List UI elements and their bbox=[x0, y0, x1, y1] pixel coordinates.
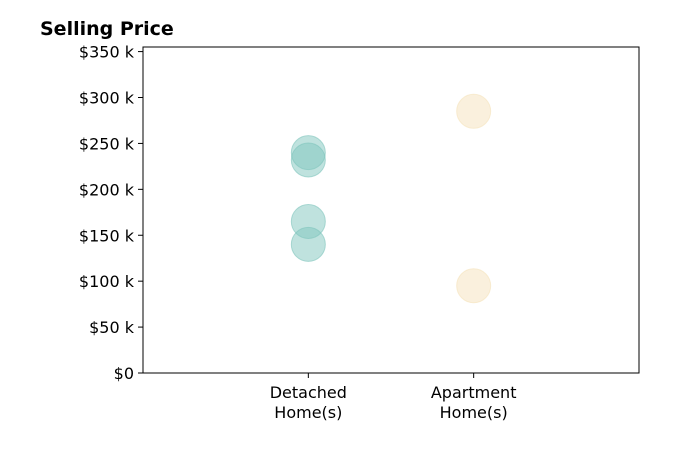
x-tick-label: Apartment Home(s) bbox=[431, 383, 517, 422]
x-axis: Detached Home(s) Apartment Home(s) bbox=[270, 373, 517, 422]
y-tick-label: $300 k bbox=[79, 89, 135, 108]
y-tick-label: $150 k bbox=[79, 226, 135, 245]
data-point bbox=[456, 93, 492, 129]
y-tick-label: $350 k bbox=[79, 43, 135, 62]
data-points bbox=[290, 93, 492, 304]
data-point bbox=[290, 226, 326, 262]
plot-area-frame bbox=[142, 46, 640, 374]
data-point bbox=[290, 142, 326, 178]
x-tick-label: Detached Home(s) bbox=[270, 383, 347, 422]
y-tick-label: $50 k bbox=[89, 318, 135, 337]
data-point bbox=[456, 268, 492, 304]
y-tick-label: $0 bbox=[114, 364, 134, 383]
y-axis: $0 $50 k $100 k $150 k $200 k $250 k $300 k $35… bbox=[79, 43, 143, 383]
y-tick-label: $100 k bbox=[79, 272, 135, 291]
chart-title: Selling Price bbox=[40, 18, 174, 40]
y-tick-label: $250 k bbox=[79, 134, 135, 153]
y-tick-label: $200 k bbox=[79, 180, 135, 199]
